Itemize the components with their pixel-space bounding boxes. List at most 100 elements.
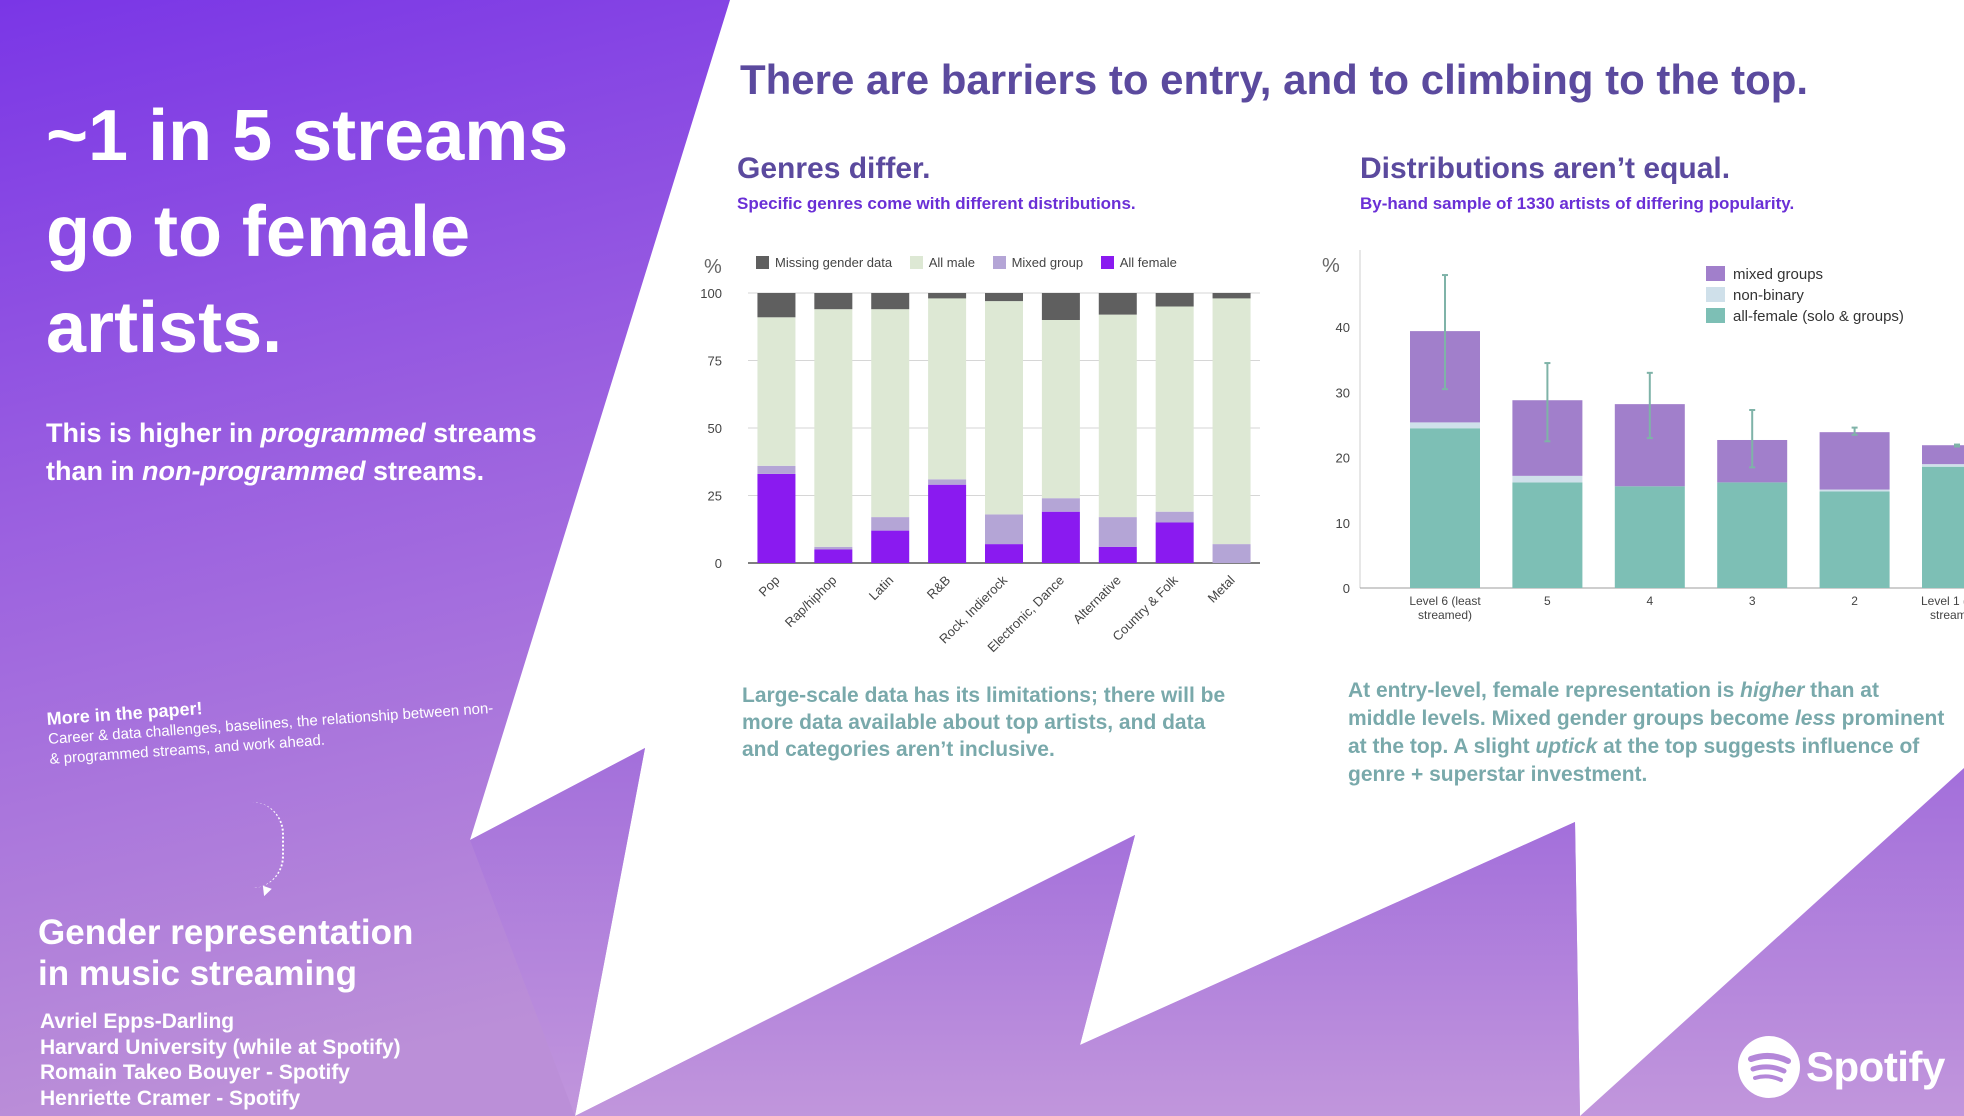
headline: ~1 in 5 streams go to female artists. <box>46 88 606 376</box>
distributions-heading: Distributions aren’t equal. <box>1360 152 1731 185</box>
bar-segment <box>1041 511 1080 563</box>
bar-segment <box>814 549 853 563</box>
bar-segment <box>1041 498 1080 512</box>
bar-segment <box>1512 482 1583 588</box>
distributions-subheading: By-hand sample of 1330 artists of differ… <box>1360 194 1795 213</box>
bar-segment <box>814 309 853 547</box>
headline-subtext: This is higher in programmed streams tha… <box>46 418 537 486</box>
bar-segment <box>985 544 1023 563</box>
bar-segment <box>814 546 853 550</box>
distributions-section-header: Distributions aren’t equal. By-hand samp… <box>1360 152 1794 214</box>
x-tick-label: 2 <box>1851 594 1858 608</box>
legend-item: all-female (solo & groups) <box>1706 306 1904 327</box>
author: Romain Takeo Bouyer - Spotify <box>40 1061 350 1084</box>
x-tick-label: Metal <box>1205 572 1238 605</box>
x-tick-label: 4 <box>1646 594 1653 608</box>
bar-segment <box>1410 422 1480 429</box>
bar-segment <box>985 301 1023 515</box>
bar-segment <box>1819 491 1890 588</box>
bar-segment <box>871 309 910 518</box>
bar-segment <box>1155 522 1194 563</box>
y-tick-label: 25 <box>708 489 722 504</box>
x-tick-label: R&B <box>924 573 954 603</box>
main-title: There are barriers to entry, and to clim… <box>740 56 1809 103</box>
y-tick-label: 75 <box>708 354 722 369</box>
bar-segment <box>1922 464 1964 467</box>
bar-segment <box>1819 432 1890 490</box>
y-tick-label: 20 <box>1336 451 1350 466</box>
bar-segment <box>1212 293 1251 299</box>
y-tick-label: 0 <box>715 556 722 571</box>
bar-segment <box>757 293 796 318</box>
y-axis-label: % <box>704 256 722 278</box>
bar-segment <box>1717 482 1788 588</box>
bar-segment <box>1212 544 1251 563</box>
paper-title: Gender representation in music streaming <box>38 913 414 993</box>
popularity-chart-legend: mixed groups non-binary all-female (solo… <box>1706 264 1904 327</box>
y-tick-label: 100 <box>700 286 722 301</box>
x-tick-label: Rap/hiphop <box>782 573 840 631</box>
y-axis-label: % <box>1322 255 1340 277</box>
genres-heading: Genres differ. <box>737 152 931 185</box>
bar-segment <box>1155 293 1194 307</box>
bar-segment <box>1155 306 1194 512</box>
bar-segment <box>1041 293 1080 320</box>
legend-item: Mixed group <box>992 255 1083 270</box>
bottom-zigzag-band-2 <box>575 822 1580 1116</box>
distributions-note: At entry-level, female representation is… <box>1348 679 1945 786</box>
bar-segment <box>1614 486 1685 588</box>
genres-subheading: Specific genres come with different dist… <box>737 194 1136 213</box>
author-list: Avriel Epps-Darling Harvard University (… <box>40 1009 500 1111</box>
x-tick-label: Level 1 (moststreamed) <box>1921 594 1964 622</box>
bar-segment <box>814 293 853 310</box>
bar-segment <box>871 530 910 563</box>
x-tick-label: 5 <box>1544 594 1551 608</box>
bar-segment <box>871 517 910 531</box>
y-tick-label: 30 <box>1336 385 1350 400</box>
bar-segment <box>1155 511 1194 523</box>
spotify-logo-icon <box>1738 1036 1800 1098</box>
bar-segment <box>757 465 796 474</box>
genre-chart-legend: Missing gender data All male Mixed group… <box>756 255 1191 270</box>
y-tick-label: 0 <box>1343 581 1350 596</box>
author: Henriette Cramer - Spotify <box>40 1086 301 1110</box>
x-tick-label: 3 <box>1749 594 1756 608</box>
bottom-right-band <box>1575 768 1964 1116</box>
bar-segment <box>1098 314 1137 518</box>
headline-line-2: go to female <box>46 192 471 272</box>
bar-segment <box>1410 428 1480 588</box>
bar-segment <box>985 514 1023 545</box>
bar-segment <box>928 298 967 480</box>
author: Harvard University (while at Spotify) <box>40 1035 401 1059</box>
bar-segment <box>1819 489 1890 492</box>
x-tick-label: Latin <box>866 573 897 604</box>
bar-segment <box>757 317 796 466</box>
x-tick-label: Alternative <box>1070 573 1124 627</box>
bar-segment <box>985 293 1023 302</box>
bar-segment <box>1922 466 1964 588</box>
author: Avriel Epps-Darling <box>40 1010 235 1033</box>
bar-segment <box>928 484 967 563</box>
bar-segment <box>928 479 967 485</box>
bar-segment <box>1041 320 1080 499</box>
popularity-level-chart: % 0 10 20 30 40 Level 6 (least streamed) 5 4 3 2 Lev… <box>1322 250 1964 622</box>
legend-item: Missing gender data <box>756 255 892 270</box>
x-tick-label: Pop <box>756 573 783 600</box>
legend-item: non-binary <box>1706 285 1904 306</box>
spotify-brand: Spotify <box>1738 1036 1945 1098</box>
headline-line-1: ~1 in 5 streams <box>46 96 569 176</box>
bar-segment <box>757 473 796 563</box>
genres-section-header: Genres differ. Specific genres come with… <box>737 152 1136 214</box>
headline-line-3: artists. <box>46 288 283 368</box>
legend-item: All female <box>1100 255 1177 270</box>
y-tick-label: 40 <box>1336 320 1350 335</box>
bar-segment <box>871 293 910 310</box>
bar-segment <box>1212 298 1251 545</box>
spotify-wordmark: Spotify <box>1806 1043 1945 1090</box>
x-tick-label: Level 6 (least streamed) <box>1409 594 1481 622</box>
bar-segment <box>1098 517 1137 547</box>
genres-note: Large-scale data has its limitations; th… <box>742 684 1226 761</box>
legend-item: All male <box>909 255 975 270</box>
dotted-curve-arrow <box>252 802 284 888</box>
